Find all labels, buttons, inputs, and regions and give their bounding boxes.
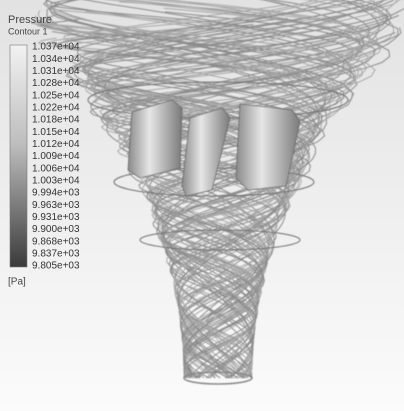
legend-label: 9.963e+03 (32, 200, 80, 211)
legend-label: 1.003e+04 (32, 175, 80, 186)
legend-label: 1.028e+04 (32, 78, 80, 89)
legend-label: 1.009e+04 (32, 151, 80, 162)
legend-subtitle: Contour 1 (8, 26, 48, 36)
legend-label: 9.994e+03 (32, 188, 80, 199)
legend-label: 1.022e+04 (32, 102, 80, 113)
legend-label: 9.900e+03 (32, 224, 80, 235)
legend-label: 9.931e+03 (32, 212, 80, 223)
legend-label: 1.006e+04 (32, 163, 80, 174)
legend-label: 1.012e+04 (32, 139, 80, 150)
page: Pressure Contour 1 1.037e+041.034e+041.0… (0, 0, 404, 411)
legend-label: 9.868e+03 (32, 236, 80, 247)
legend-title: Pressure (8, 14, 52, 26)
render-view: Pressure Contour 1 1.037e+041.034e+041.0… (0, 0, 404, 411)
legend-label: 1.034e+04 (32, 54, 80, 65)
legend-label: 1.015e+04 (32, 127, 80, 138)
legend-label: 1.025e+04 (32, 90, 80, 101)
legend-unit: [Pa] (8, 277, 26, 288)
legend-labels: 1.037e+041.034e+041.031e+041.028e+041.02… (32, 42, 80, 272)
legend-label: 1.031e+04 (32, 66, 80, 77)
legend-label: 9.837e+03 (32, 248, 80, 259)
legend-label: 1.018e+04 (32, 115, 80, 126)
legend-label: 1.037e+04 (32, 42, 80, 53)
color-bar (10, 45, 27, 267)
legend-label: 9.805e+03 (32, 261, 80, 272)
blade (128, 100, 182, 178)
